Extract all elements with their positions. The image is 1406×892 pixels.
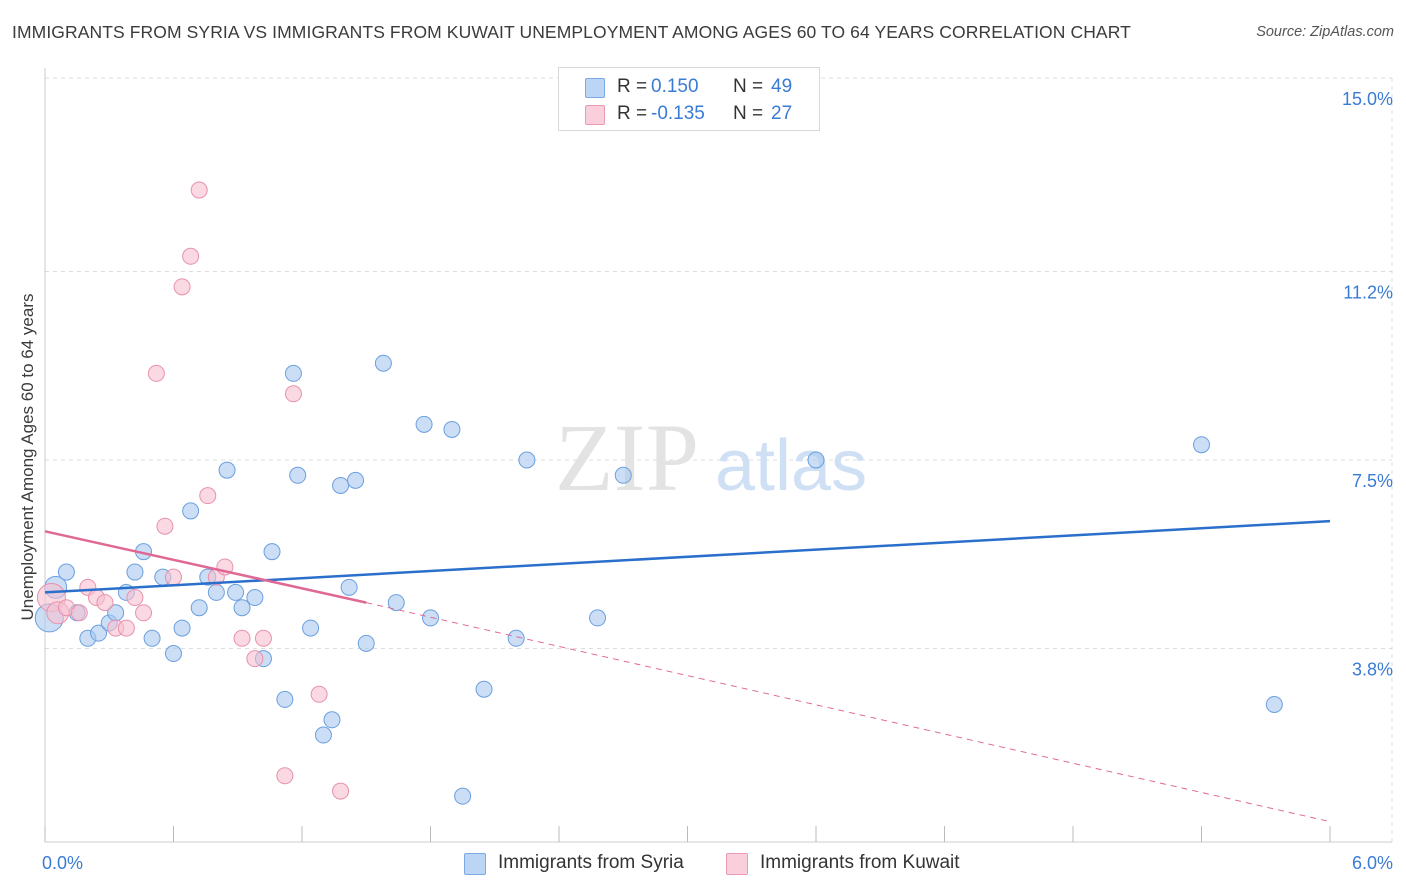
syria-point (227, 583, 245, 601)
kuwait-legend-label: Immigrants from Kuwait (760, 852, 960, 873)
syria-point (233, 599, 251, 617)
kuwait-point (246, 650, 264, 668)
kuwait-n-value: 27 (771, 103, 793, 124)
syria-point (289, 466, 307, 484)
kuwait-point (96, 594, 114, 612)
syria-point (422, 609, 439, 627)
syria-point (589, 609, 607, 627)
syria-point (314, 726, 332, 744)
watermark-atlas: atlas (715, 426, 867, 506)
syria-point (443, 420, 461, 438)
syria-legend-swatch (464, 853, 486, 875)
kuwait-point (254, 629, 272, 647)
kuwait-point (70, 604, 88, 622)
watermark-zip: ZIP (555, 404, 699, 511)
kuwait-trend-line (44, 530, 367, 604)
syria-point (387, 594, 405, 612)
syria-point (190, 599, 208, 617)
syria-point (374, 354, 392, 372)
syria-point (143, 629, 161, 647)
kuwait-point (126, 589, 144, 607)
kuwait-point (165, 568, 182, 586)
kuwait-point (284, 385, 302, 403)
syria-trend-line (44, 519, 1331, 594)
y-tick-label: 3.8% (1352, 659, 1393, 679)
syria-point (323, 711, 341, 729)
y-tick-label: 15.0% (1342, 89, 1393, 109)
kuwait-point (332, 782, 350, 800)
kuwait-point (135, 604, 153, 622)
syria-legend-label: Immigrants from Syria (498, 852, 684, 873)
kuwait-legend-swatch (726, 853, 748, 875)
syria-point (207, 583, 225, 601)
syria-point (518, 451, 536, 469)
y-tick-label: 11.2% (1343, 283, 1393, 303)
kuwait-point (156, 517, 174, 535)
kuwait-point (233, 629, 251, 647)
kuwait-swatch (585, 105, 605, 125)
kuwait-r-value: -0.135 (651, 103, 705, 124)
kuwait-point (117, 619, 135, 637)
trend-lines (44, 519, 1331, 823)
syria-point (263, 543, 281, 561)
syria-swatch (585, 78, 605, 98)
kuwait-point (310, 685, 328, 703)
syria-point (807, 451, 825, 469)
syria-point (332, 476, 350, 494)
syria-point (246, 589, 264, 607)
axes (44, 68, 1392, 843)
syria-point (1193, 436, 1210, 454)
syria-r-label: R = (617, 76, 648, 97)
syria-r-value: 0.150 (651, 76, 699, 97)
x-tick-label: 0.0% (42, 853, 83, 873)
syria-point (57, 563, 75, 581)
syria-point (90, 624, 108, 642)
data-points (34, 181, 1283, 805)
syria-point (507, 629, 525, 647)
syria-point (340, 578, 358, 596)
chart-title: IMMIGRANTS FROM SYRIA VS IMMIGRANTS FROM… (12, 22, 1131, 42)
kuwait-r-label: R = (617, 103, 648, 124)
watermark: ZIP atlas (555, 404, 867, 511)
syria-point (454, 787, 472, 805)
syria-point (357, 634, 375, 652)
tick-labels: 3.8% 7.5% 11.2% 15.0% 0.0% 6.0% (42, 89, 1393, 873)
syria-point (614, 466, 632, 484)
gridlines (45, 77, 1393, 842)
syria-n-value: 49 (771, 76, 793, 97)
kuwait-point (173, 278, 191, 296)
kuwait-point (276, 767, 294, 785)
y-tick-label: 7.5% (1352, 471, 1393, 491)
syria-point (1265, 695, 1283, 713)
syria-point (415, 415, 433, 433)
kuwait-point (190, 181, 208, 199)
syria-point (126, 563, 144, 581)
syria-point (347, 471, 365, 489)
kuwait-n-label: N = (733, 103, 764, 124)
syria-point (165, 645, 182, 663)
kuwait-point (182, 247, 200, 265)
kuwait-point (147, 364, 165, 382)
syria-point (284, 364, 302, 382)
syria-n-label: N = (733, 76, 764, 97)
syria-point (173, 619, 191, 637)
correlation-legend: R = 0.150 N = 49 R = -0.135 N = 27 (558, 67, 820, 131)
x-tick-label: 6.0% (1352, 853, 1393, 873)
syria-point (475, 680, 493, 698)
kuwait-trend-extension (366, 602, 1331, 823)
source-label: Source: ZipAtlas.com (1256, 24, 1394, 40)
syria-point (276, 690, 294, 708)
syria-point (302, 619, 320, 637)
syria-point (218, 461, 236, 479)
syria-point (182, 502, 200, 520)
kuwait-point (199, 487, 217, 505)
